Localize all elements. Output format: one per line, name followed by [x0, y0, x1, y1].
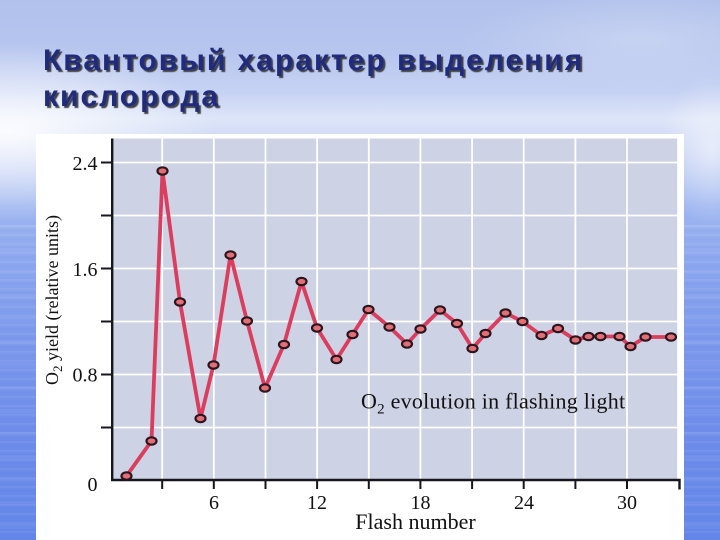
svg-text:O2 yield (relative units): O2 yield (relative units): [42, 215, 65, 385]
svg-text:12: 12: [307, 492, 327, 514]
svg-text:2.4: 2.4: [73, 153, 98, 175]
svg-text:18: 18: [411, 492, 431, 514]
svg-text:O2 evolution in flashing light: O2 evolution in flashing light: [361, 389, 625, 418]
svg-text:0.8: 0.8: [73, 365, 98, 387]
svg-text:Flash number: Flash number: [355, 509, 476, 534]
svg-text:0: 0: [88, 474, 98, 496]
svg-text:24: 24: [514, 492, 534, 514]
svg-text:6: 6: [209, 492, 219, 514]
svg-text:30: 30: [617, 492, 637, 514]
svg-text:1.6: 1.6: [73, 259, 98, 281]
